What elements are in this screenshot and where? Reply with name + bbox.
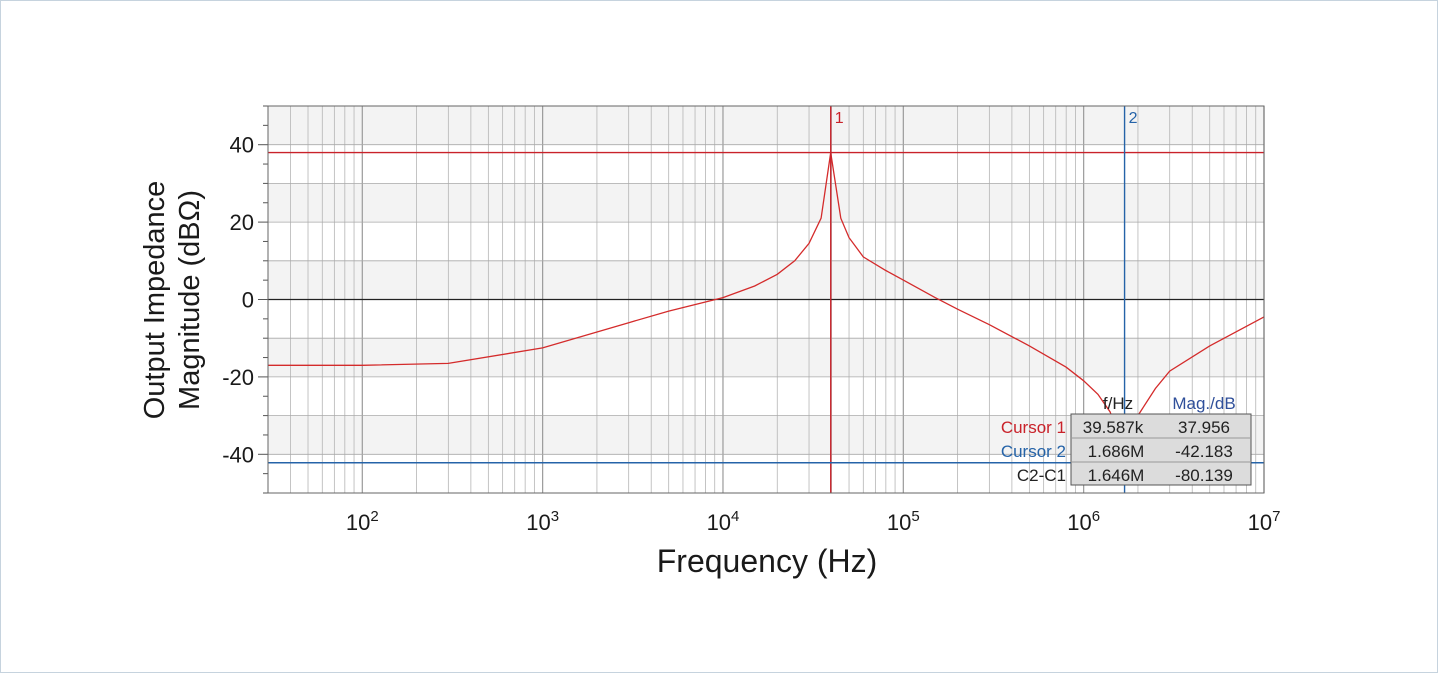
cursor-readout: f/Hz Mag./dB Cursor 1 39.587k 37.956 Cur… (1001, 394, 1252, 486)
readout-cursor2-mag: -42.183 (1175, 442, 1233, 461)
readout-header-mag: Mag./dB (1172, 394, 1235, 413)
y-tick-labels: 40 20 0 -20 -40 (222, 133, 254, 468)
y-tick-label: 40 (230, 133, 254, 158)
readout-cursor2-freq: 1.686M (1088, 442, 1145, 461)
x-axis-label: Frequency (Hz) (657, 543, 878, 579)
x-tick-label: 106 (1067, 508, 1100, 535)
readout-cursor1-freq: 39.587k (1083, 418, 1144, 437)
x-tick-label: 104 (707, 508, 740, 535)
y-tick-label: -40 (222, 442, 254, 467)
x-tick-label: 107 (1248, 508, 1281, 535)
readout-diff-freq: 1.646M (1088, 466, 1145, 485)
y-tick-label: 0 (242, 288, 254, 313)
readout-cursor1-label: Cursor 1 (1001, 418, 1066, 437)
plot-band (268, 338, 1264, 377)
x-tick-label: 102 (346, 508, 379, 535)
x-tick-labels: 102 103 104 105 106 107 (346, 508, 1281, 535)
plot-border (267, 105, 1265, 494)
plot-band (268, 106, 1264, 145)
cursor-2-marker-label: 2 (1129, 110, 1138, 127)
tick-marks (258, 105, 268, 494)
readout-diff-label: C2-C1 (1017, 466, 1066, 485)
y-axis-label-line1: Output Impedance (139, 181, 171, 420)
plot-band (268, 183, 1264, 223)
x-tick-label: 103 (526, 508, 559, 535)
y-tick-label: 20 (230, 210, 254, 235)
readout-value-box (1070, 413, 1252, 486)
readout-cursor1-mag: 37.956 (1178, 418, 1230, 437)
readout-diff-mag: -80.139 (1175, 466, 1233, 485)
readout-cursor2-label: Cursor 2 (1001, 442, 1066, 461)
y-tick-label: -20 (222, 365, 254, 390)
y-axis-label-line2: Magnitude (dBΩ) (174, 190, 206, 410)
cursor-1-marker-label: 1 (835, 110, 844, 127)
readout-header-freq: f/Hz (1103, 394, 1133, 413)
x-tick-label: 105 (887, 508, 920, 535)
